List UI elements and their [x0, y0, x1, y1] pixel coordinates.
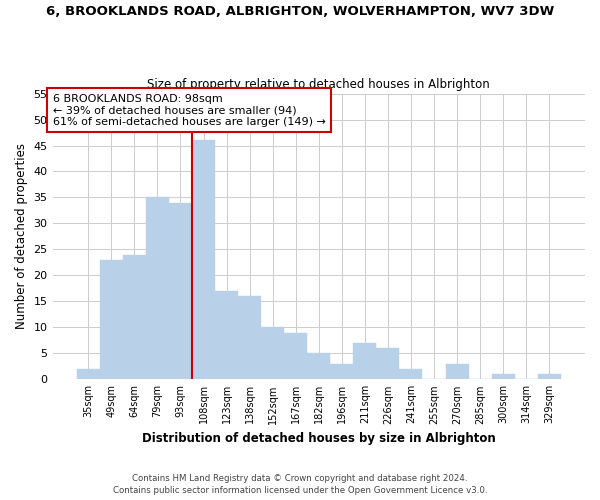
Bar — [123, 254, 146, 380]
Bar — [169, 202, 192, 380]
Title: Size of property relative to detached houses in Albrighton: Size of property relative to detached ho… — [148, 78, 490, 91]
Text: Contains HM Land Registry data © Crown copyright and database right 2024.
Contai: Contains HM Land Registry data © Crown c… — [113, 474, 487, 495]
Bar — [77, 369, 100, 380]
Bar — [330, 364, 353, 380]
Bar — [215, 291, 238, 380]
Bar — [538, 374, 561, 380]
Bar — [100, 260, 123, 380]
Bar — [353, 343, 376, 380]
Bar — [307, 354, 330, 380]
Bar — [238, 296, 261, 380]
Y-axis label: Number of detached properties: Number of detached properties — [15, 144, 28, 330]
Bar — [192, 140, 215, 380]
X-axis label: Distribution of detached houses by size in Albrighton: Distribution of detached houses by size … — [142, 432, 496, 445]
Bar — [146, 198, 169, 380]
Bar — [400, 369, 422, 380]
Text: 6, BROOKLANDS ROAD, ALBRIGHTON, WOLVERHAMPTON, WV7 3DW: 6, BROOKLANDS ROAD, ALBRIGHTON, WOLVERHA… — [46, 5, 554, 18]
Bar — [446, 364, 469, 380]
Text: 6 BROOKLANDS ROAD: 98sqm
← 39% of detached houses are smaller (94)
61% of semi-d: 6 BROOKLANDS ROAD: 98sqm ← 39% of detach… — [53, 94, 325, 127]
Bar — [376, 348, 400, 380]
Bar — [284, 332, 307, 380]
Bar — [491, 374, 515, 380]
Bar — [261, 328, 284, 380]
